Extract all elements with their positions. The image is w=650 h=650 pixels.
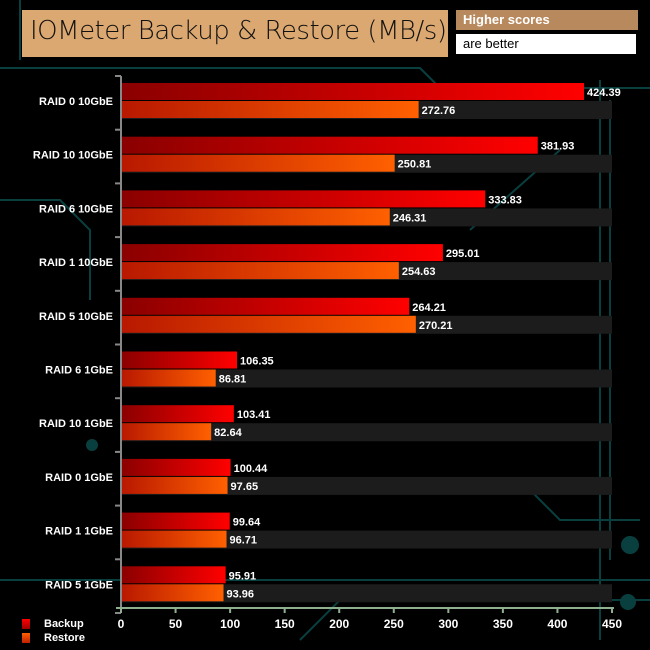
- data-label-restore: 246.31: [393, 212, 427, 224]
- x-tick-label: 300: [438, 617, 458, 631]
- data-label-restore: 96.71: [230, 535, 258, 547]
- bar-backup: [121, 136, 538, 154]
- legend-item-restore: Restore: [22, 631, 85, 645]
- legend-swatch-restore: [22, 633, 30, 643]
- data-label-backup: 103.41: [237, 409, 271, 421]
- x-tick-label: 50: [169, 617, 183, 631]
- bar-backup: [121, 405, 234, 423]
- category-label: RAID 6 1GbE: [45, 365, 113, 377]
- legend-item-backup: Backup: [22, 617, 85, 631]
- row-stripe: [121, 530, 612, 549]
- data-label-restore: 254.63: [402, 266, 436, 278]
- legend-swatch-backup: [22, 619, 30, 629]
- bar-backup: [121, 244, 443, 262]
- category-label: RAID 5 10GbE: [39, 311, 113, 323]
- bar-restore: [121, 476, 228, 494]
- data-label-backup: 295.01: [446, 248, 480, 260]
- category-label: RAID 1 1GbE: [45, 526, 113, 538]
- bar-restore: [121, 369, 216, 387]
- x-tick-label: 100: [220, 617, 240, 631]
- data-label-backup: 95.91: [229, 570, 257, 582]
- bar-backup: [121, 83, 585, 100]
- category-label: RAID 0 1GbE: [45, 472, 113, 484]
- bar-restore: [121, 530, 227, 548]
- row-stripe: [121, 584, 612, 603]
- data-label-backup: 333.83: [488, 194, 522, 206]
- data-label-restore: 82.64: [214, 427, 242, 439]
- row-stripe: [121, 423, 612, 442]
- x-tick-label: 250: [384, 617, 404, 631]
- bar-restore: [121, 315, 416, 333]
- data-label-backup: 264.21: [412, 302, 446, 314]
- are-better-note: are better: [456, 34, 636, 54]
- legend-label-restore: Restore: [44, 632, 85, 644]
- data-label-restore: 97.65: [231, 481, 259, 493]
- bar-backup: [121, 190, 486, 208]
- bar-backup: [121, 297, 410, 315]
- bar-backup: [121, 566, 226, 584]
- data-label-backup: 424.39: [587, 87, 621, 99]
- title-box: IOMeter Backup & Restore (MB/s): [22, 10, 448, 57]
- data-label-restore: 270.21: [419, 320, 453, 332]
- bar-restore: [121, 154, 395, 172]
- category-label: RAID 10 10GbE: [33, 150, 113, 162]
- x-tick-label: 400: [547, 617, 567, 631]
- x-tick-label: 450: [602, 617, 622, 631]
- data-label-restore: 93.96: [227, 588, 255, 600]
- higher-scores-note: Higher scores: [456, 10, 638, 30]
- bar-backup: [121, 458, 231, 476]
- bar-restore: [121, 208, 390, 226]
- data-label-restore: 250.81: [398, 159, 432, 171]
- category-label: RAID 1 10GbE: [39, 257, 113, 269]
- data-label-restore: 86.81: [219, 374, 247, 386]
- row-stripe: [121, 476, 612, 495]
- bar-restore: [121, 584, 224, 602]
- data-label-backup: 106.35: [240, 356, 274, 368]
- x-tick-label: 0: [118, 617, 125, 631]
- chart-title: IOMeter Backup & Restore (MB/s): [30, 16, 447, 46]
- category-label: RAID 0 10GbE: [39, 96, 113, 108]
- bar-restore: [121, 262, 399, 280]
- data-label-backup: 100.44: [234, 463, 269, 475]
- bar-restore: [121, 423, 212, 441]
- x-tick-label: 200: [329, 617, 349, 631]
- data-label-restore: 272.76: [422, 105, 456, 117]
- bar-backup: [121, 351, 238, 369]
- data-label-backup: 381.93: [541, 141, 575, 153]
- legend: Backup Restore: [22, 617, 85, 645]
- category-label: RAID 6 10GbE: [39, 203, 113, 215]
- bar-restore: [121, 101, 419, 118]
- category-label: RAID 10 1GbE: [39, 418, 113, 430]
- category-label: RAID 5 1GbE: [45, 579, 113, 591]
- data-label-backup: 99.64: [233, 517, 261, 529]
- x-tick-label: 150: [275, 617, 295, 631]
- bar-backup: [121, 512, 230, 530]
- legend-label-backup: Backup: [44, 618, 84, 630]
- row-stripe: [121, 369, 612, 388]
- x-tick-label: 350: [493, 617, 513, 631]
